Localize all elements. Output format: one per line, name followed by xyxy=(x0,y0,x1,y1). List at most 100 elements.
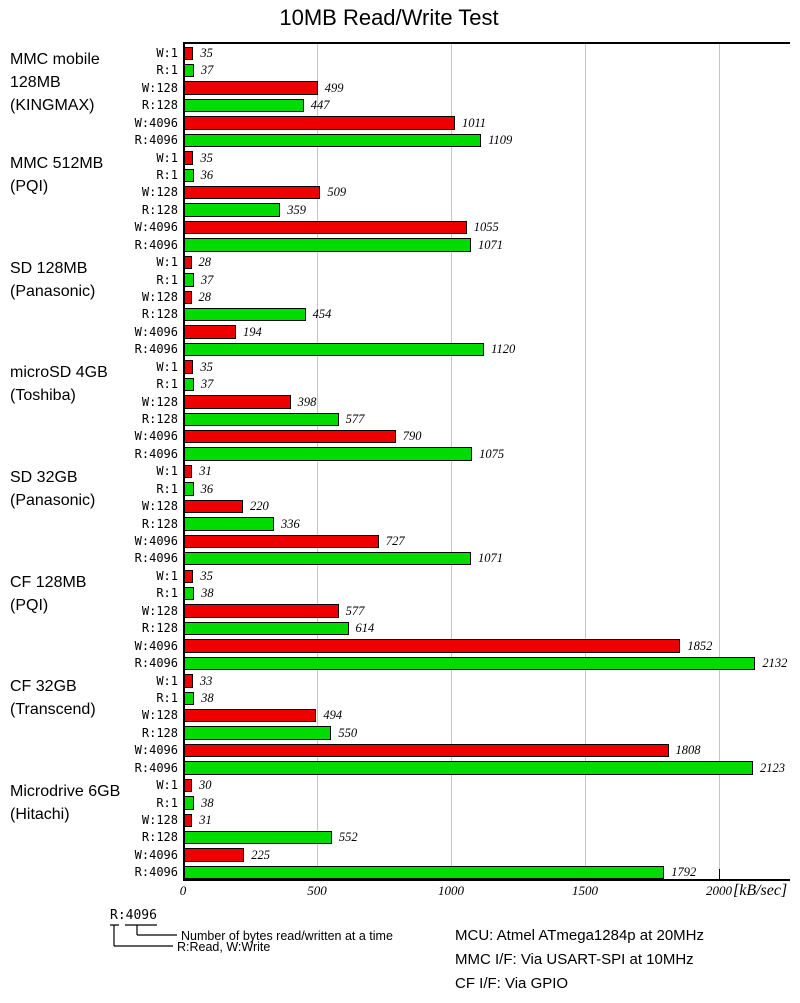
bar-R:1 xyxy=(184,586,195,601)
bar-W:4096 xyxy=(184,429,396,444)
bar-value-label: 336 xyxy=(281,516,300,531)
device-label-line: (KINGMAX) xyxy=(10,96,95,114)
row-label-W:128: W:128 xyxy=(141,290,178,304)
note-mmc-if: MMC I/F: Via USART-SPI at 10MHz xyxy=(455,951,694,968)
row-label-R:4096: R:4096 xyxy=(134,237,178,252)
tick-label-500: 500 xyxy=(307,883,327,898)
row-label-W:128: W:128 xyxy=(141,394,178,409)
tick-label-2000: 2000 xyxy=(706,883,732,898)
row-label-R:128: R:128 xyxy=(141,98,178,113)
bar-R:128 xyxy=(184,726,332,740)
row-label-R:1: R:1 xyxy=(156,377,178,392)
device-label: SD 32GB (Panasonic) xyxy=(10,466,180,512)
bar-value-label: 37 xyxy=(200,272,214,287)
row-label-W:128: W:128 xyxy=(141,499,178,514)
tick-label-0: 0 xyxy=(179,883,187,898)
bar-value-label: 37 xyxy=(200,377,214,392)
row-label-R:128: R:128 xyxy=(141,621,178,636)
bar-value-label: 398 xyxy=(297,394,317,409)
row-label-R:1: R:1 xyxy=(156,795,178,810)
row-label-R:4096: R:4096 xyxy=(134,656,178,670)
row-label-R:1: R:1 xyxy=(156,272,178,287)
bar-W:4096 xyxy=(184,116,455,130)
bar-W:128 xyxy=(184,395,291,409)
bar-W:1 xyxy=(184,778,193,793)
bar-value-label: 35 xyxy=(200,569,213,583)
device-label-line: (Toshiba) xyxy=(10,387,76,405)
bar-W:1 xyxy=(184,569,194,583)
bar-value-label: 194 xyxy=(242,324,262,339)
row-label-R:1: R:1 xyxy=(156,63,178,78)
device-label-line: Microdrive 6GB xyxy=(10,782,121,800)
device-label: Microdrive 6GB (Hitachi) xyxy=(10,780,180,826)
bar-value-label: 2123 xyxy=(759,760,785,775)
bar-value-label: 1852 xyxy=(687,638,713,653)
device-label-line: SD 128MB xyxy=(10,259,88,277)
bar-value-label: 35 xyxy=(200,46,213,60)
bar-W:1 xyxy=(184,464,193,479)
bar-R:1 xyxy=(184,273,194,287)
bar-value-label: 499 xyxy=(324,80,344,95)
bar-value-label: 577 xyxy=(345,603,365,618)
bar-value-label: 1071 xyxy=(478,551,504,566)
bar-value-label: 727 xyxy=(385,534,405,548)
row-label-R:4096: R:4096 xyxy=(134,865,178,880)
device-label: MMC 512MB (PQI) xyxy=(10,152,180,198)
device-label-line: (Hitachi) xyxy=(10,805,70,823)
tick-label-1500: 1500 xyxy=(572,883,598,898)
bar-W:4096 xyxy=(184,220,467,235)
device-label-line: MMC 512MB xyxy=(10,155,104,173)
bar-W:1 xyxy=(184,46,194,60)
bar-R:4096 xyxy=(184,865,665,880)
gridline-500 xyxy=(317,44,318,879)
row-label-R:4096: R:4096 xyxy=(134,342,178,357)
row-label-R:128: R:128 xyxy=(141,725,178,740)
hardware-notes: MCU: Atmel ATmega1284p at 20MHz MMC I/F:… xyxy=(455,924,704,996)
device-label-line: MMC mobile xyxy=(10,50,100,68)
row-label-R:128: R:128 xyxy=(141,412,178,426)
bar-value-label: 36 xyxy=(200,168,214,182)
row-label-W:1: W:1 xyxy=(156,255,178,270)
row-label-R:128: R:128 xyxy=(141,307,178,322)
row-label-W:4096: W:4096 xyxy=(134,743,178,758)
row-label-W:4096: W:4096 xyxy=(134,324,178,339)
device-label-line: (Panasonic) xyxy=(10,491,96,509)
bar-R:4096 xyxy=(184,133,482,147)
row-label-W:1: W:1 xyxy=(156,464,178,479)
bar-R:4096 xyxy=(184,447,473,461)
gridline-2000 xyxy=(719,44,720,879)
bar-W:1 xyxy=(184,255,192,270)
row-label-W:128: W:128 xyxy=(141,603,178,618)
device-label: CF 32GB (Transcend) xyxy=(10,675,180,721)
bar-value-label: 28 xyxy=(198,290,212,304)
bar-value-label: 38 xyxy=(201,691,214,705)
device-label: microSD 4GB (Toshiba) xyxy=(10,361,180,407)
bar-value-label: 1055 xyxy=(473,220,499,235)
legend-note-readwrite: R:Read, W:Write xyxy=(177,940,271,954)
bar-W:4096 xyxy=(184,639,681,653)
bar-R:1 xyxy=(184,377,194,392)
row-label-W:4096: W:4096 xyxy=(134,115,178,130)
bar-R:128 xyxy=(184,307,306,322)
bar-W:128 xyxy=(184,185,321,200)
bar-R:1 xyxy=(184,796,195,810)
row-label-W:1: W:1 xyxy=(156,150,178,165)
bar-value-label: 790 xyxy=(402,429,422,444)
bar-R:128 xyxy=(184,517,275,531)
device-label-line: (Transcend) xyxy=(10,701,96,719)
row-label-W:128: W:128 xyxy=(141,708,178,723)
bar-value-label: 38 xyxy=(201,586,214,601)
row-label-W:1: W:1 xyxy=(156,673,178,688)
bar-R:1 xyxy=(184,691,195,705)
bar-value-label: 447 xyxy=(310,98,330,113)
row-label-R:1: R:1 xyxy=(156,168,178,182)
device-label-line: SD 32GB xyxy=(10,468,78,486)
bar-R:128 xyxy=(184,98,304,113)
x-axis-unit-label: [kB/sec] xyxy=(733,882,788,899)
bar-value-label: 220 xyxy=(249,499,269,514)
bar-value-label: 550 xyxy=(338,725,358,740)
device-label-line: CF 32GB xyxy=(10,678,77,696)
bar-W:1 xyxy=(184,151,194,165)
device-label: MMC mobile 128MB (KINGMAX) xyxy=(10,48,180,117)
bar-R:4096 xyxy=(184,342,485,357)
